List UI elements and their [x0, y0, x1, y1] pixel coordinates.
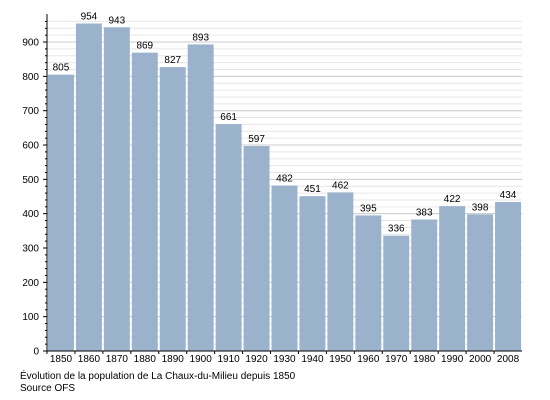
x-tick-label: 1920 — [245, 354, 268, 365]
bar-value-label: 398 — [472, 202, 489, 213]
x-tick-label: 1870 — [106, 354, 129, 365]
bar-2000 — [467, 214, 494, 351]
x-tick-label: 1890 — [162, 354, 185, 365]
bar-1950 — [327, 192, 354, 351]
bars — [48, 23, 521, 352]
x-tick-label: 1900 — [190, 354, 213, 365]
y-tick-label: 0 — [33, 347, 39, 358]
bar-1880 — [131, 52, 158, 352]
chart-caption-source: Source OFS — [20, 383, 76, 394]
y-tick-label: 500 — [22, 175, 39, 186]
x-tick-label: 1850 — [50, 354, 73, 365]
bar-1960 — [355, 215, 382, 351]
x-tick-label: 2008 — [497, 354, 520, 365]
bar-value-label: 827 — [164, 55, 181, 66]
bar-1910 — [215, 124, 242, 352]
bar-value-label: 954 — [81, 11, 98, 22]
axes — [43, 14, 522, 354]
bar-value-label: 395 — [360, 203, 377, 214]
bar-2008 — [495, 202, 521, 351]
bar-value-label: 482 — [276, 174, 293, 185]
bar-1890 — [159, 67, 186, 352]
bar-value-label: 462 — [332, 180, 349, 191]
x-tick-label: 1930 — [273, 354, 296, 365]
bar-1900 — [187, 44, 214, 351]
x-tick-label: 1960 — [357, 354, 380, 365]
x-tick-label: 1910 — [217, 354, 240, 365]
bar-value-label: 893 — [192, 32, 209, 43]
y-tick-label: 200 — [22, 278, 39, 289]
bar-1980 — [411, 219, 438, 351]
bar-value-label: 451 — [304, 184, 321, 195]
x-tick-label: 1880 — [134, 354, 157, 365]
bar-value-label: 597 — [248, 134, 265, 145]
x-tick-label: 2000 — [469, 354, 492, 365]
bar-1970 — [383, 235, 410, 351]
bar-1860 — [75, 23, 102, 351]
y-tick-label: 900 — [22, 38, 39, 49]
bar-1990 — [439, 206, 466, 351]
bar-value-label: 383 — [416, 208, 433, 219]
y-tick-label: 800 — [22, 72, 39, 83]
bar-1870 — [103, 27, 130, 351]
chart-caption-title: Évolution de la population de La Chaux-d… — [20, 371, 296, 382]
y-tick-label: 100 — [22, 312, 39, 323]
x-tick-label: 1990 — [441, 354, 464, 365]
bar-1920 — [243, 146, 270, 351]
x-tick-label: 1940 — [301, 354, 324, 365]
bar-value-label: 943 — [109, 15, 126, 26]
bar-value-label: 336 — [388, 224, 405, 235]
labels: 0 100 200 300 400 500 600 700 800 900 1850 805 1860 9… — [22, 11, 519, 365]
bar-value-label: 869 — [136, 41, 153, 52]
bar-value-label: 422 — [444, 194, 461, 205]
x-tick-label: 1860 — [78, 354, 101, 365]
x-tick-label: 1980 — [413, 354, 436, 365]
y-tick-label: 400 — [22, 209, 39, 220]
bar-value-label: 661 — [220, 112, 237, 123]
bar-value-label: 805 — [53, 63, 70, 74]
y-tick-label: 300 — [22, 244, 39, 255]
bar-1940 — [299, 196, 326, 351]
y-tick-label: 700 — [22, 106, 39, 117]
x-tick-label: 1950 — [329, 354, 352, 365]
y-tick-label: 600 — [22, 141, 39, 152]
bar-value-label: 434 — [500, 190, 517, 201]
bar-1850 — [48, 74, 74, 351]
bar-1930 — [271, 185, 298, 351]
x-tick-label: 1970 — [385, 354, 408, 365]
